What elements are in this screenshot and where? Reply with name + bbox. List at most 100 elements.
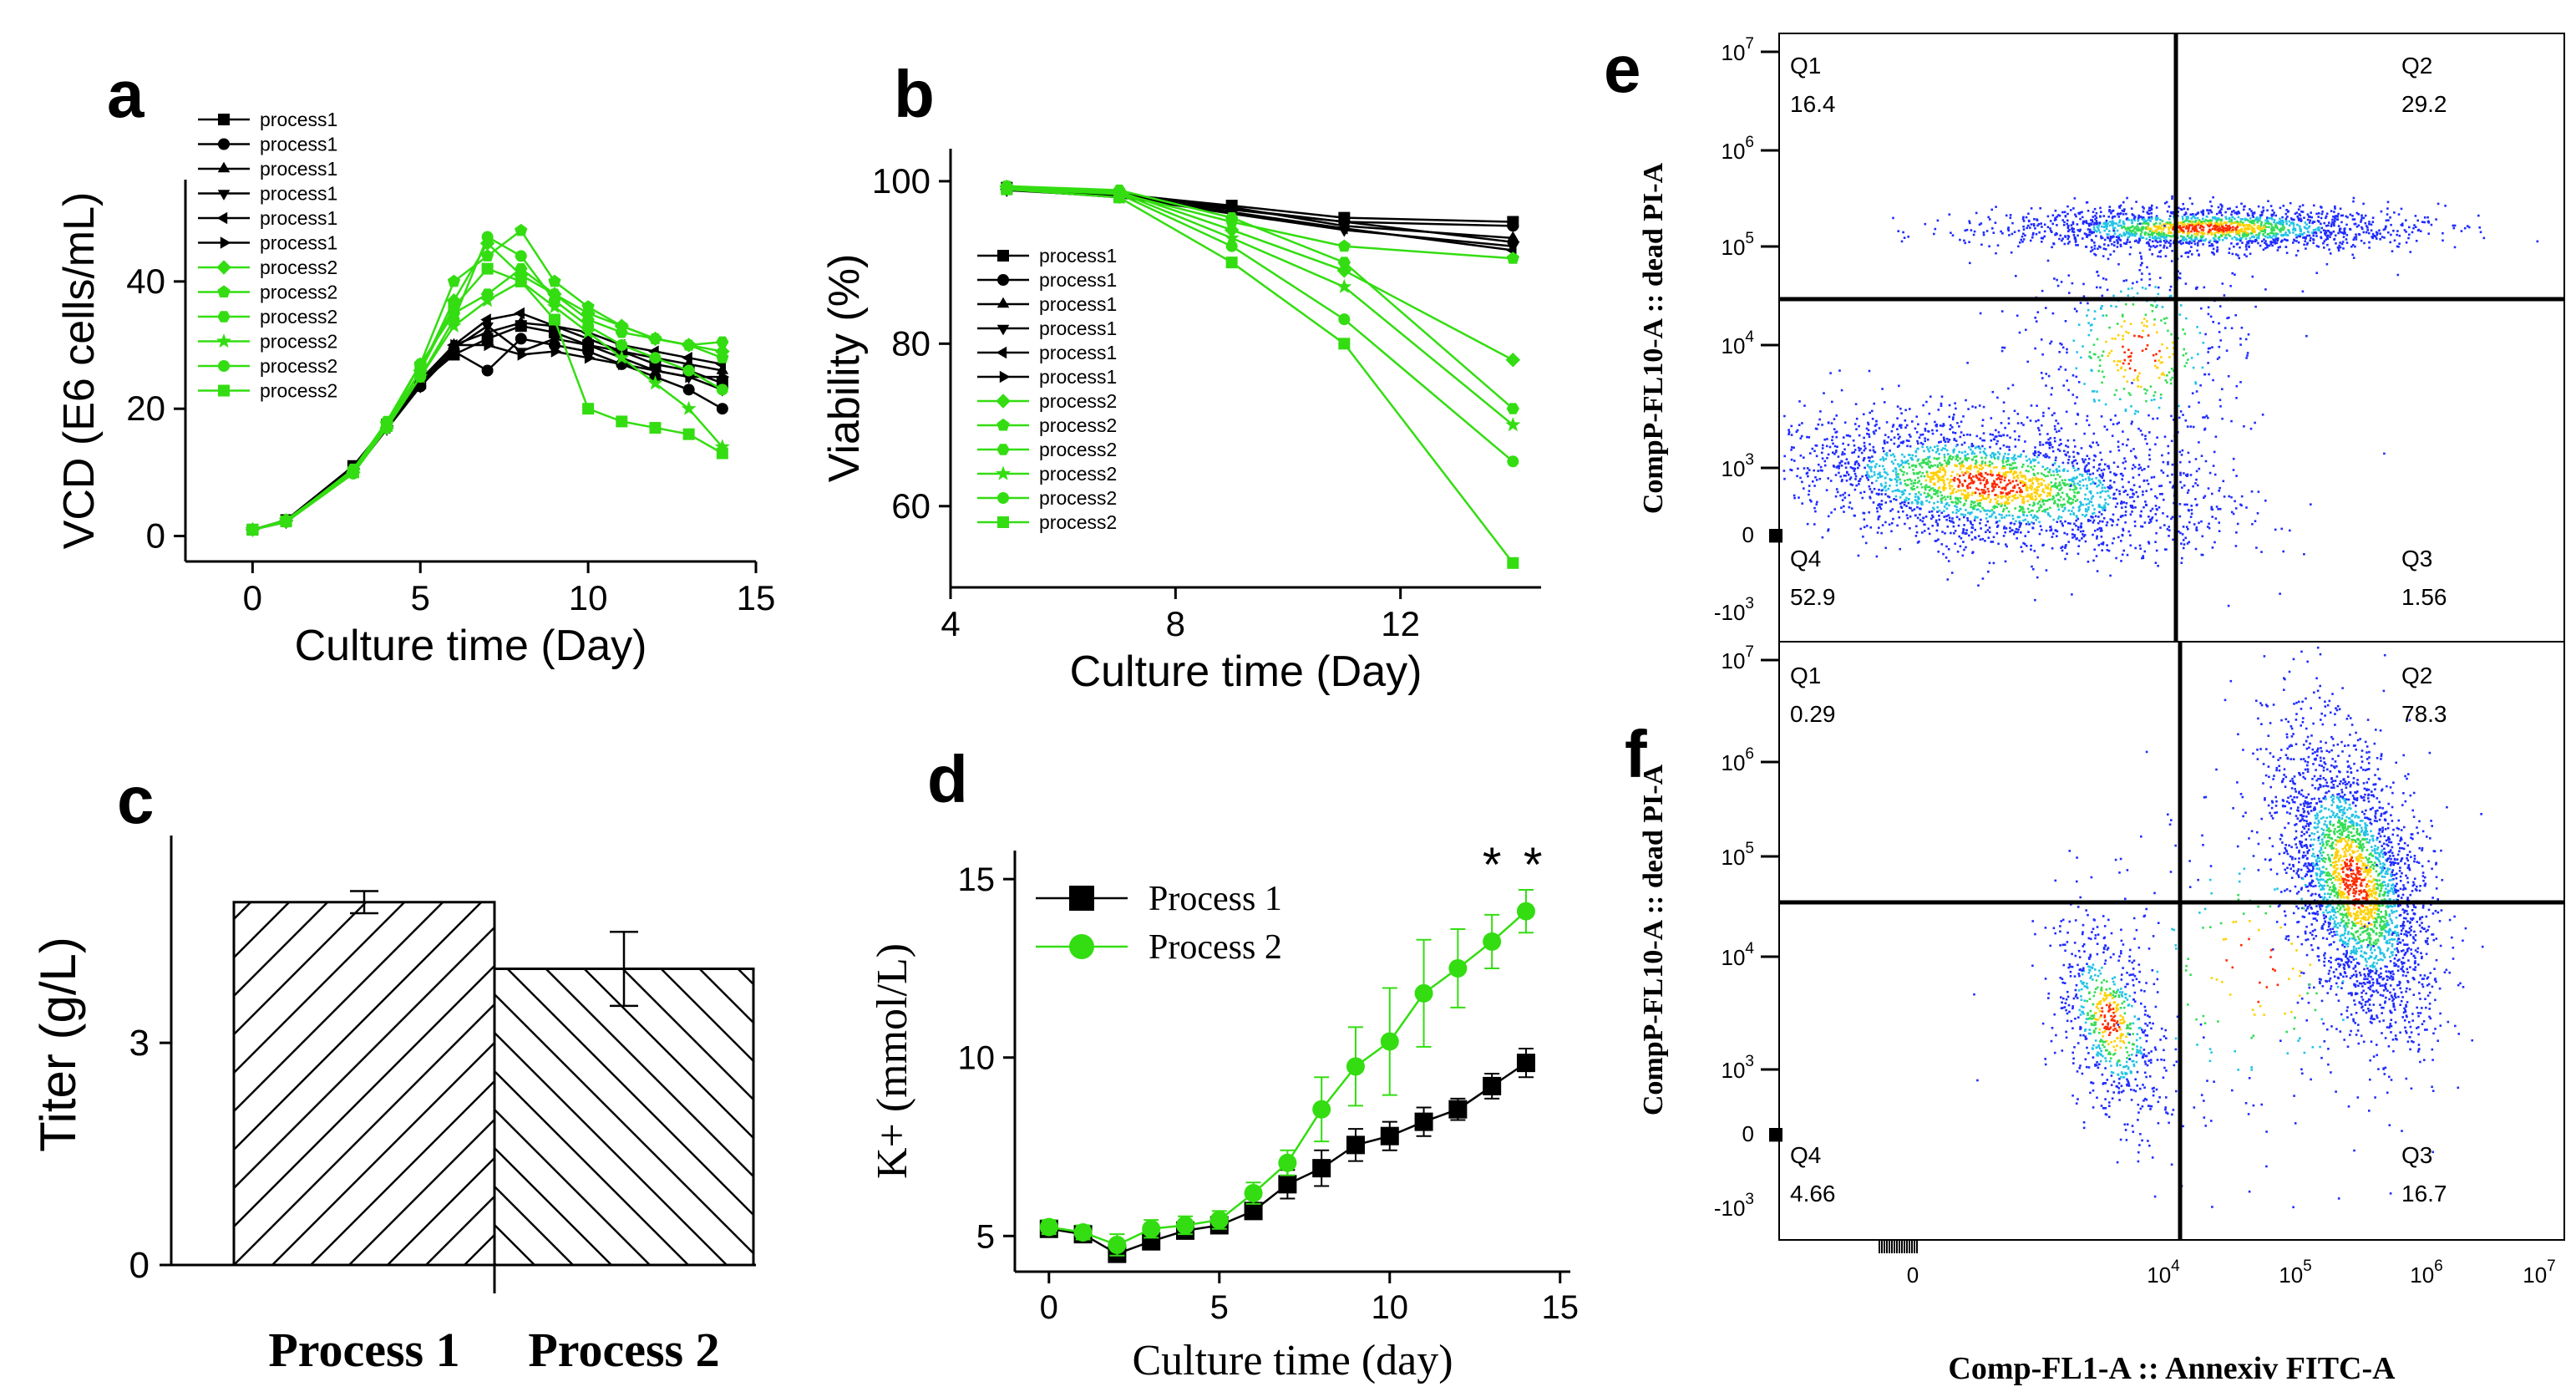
dots-e-event-dot bbox=[2004, 466, 2006, 470]
dots-e-event-dot bbox=[1813, 485, 1816, 487]
dots-e-event-dot bbox=[2107, 490, 2109, 493]
dots-e-event-dot bbox=[2017, 245, 2020, 248]
dots-e-event-dot bbox=[1899, 407, 1902, 410]
dots-e-event-dot bbox=[2153, 359, 2157, 363]
dots-e-event-dot bbox=[1910, 501, 1914, 505]
dots-e-event-dot bbox=[2273, 219, 2276, 221]
dots-e-event-dot bbox=[2058, 237, 2061, 241]
dots-e-event-dot bbox=[2146, 211, 2148, 214]
dots-e-event-dot bbox=[2108, 209, 2111, 211]
dots-e-event-dot bbox=[1838, 465, 1841, 467]
panel-a-y-tick-label: 40 bbox=[126, 262, 165, 301]
dots-e-event-dot bbox=[2002, 409, 2006, 413]
dots-e-event-dot bbox=[2097, 229, 2100, 231]
dots-e-event-dot bbox=[1863, 518, 1866, 521]
dots-e-event-dot bbox=[2208, 228, 2211, 231]
dots-e-event-dot bbox=[2145, 226, 2148, 229]
dots-e-event-dot bbox=[2015, 520, 2017, 523]
dots-e-event-dot bbox=[2352, 196, 2355, 200]
dots-e-event-dot bbox=[2102, 314, 2105, 317]
dots-e-event-dot bbox=[2080, 447, 2083, 450]
dots-e-event-dot bbox=[2002, 510, 2005, 513]
dots-e-event-dot bbox=[1884, 546, 1887, 550]
dots-e-event-dot bbox=[1988, 561, 1991, 565]
dots-e-event-dot bbox=[2277, 246, 2280, 249]
panel-a-legend-label: process1 bbox=[260, 183, 337, 205]
dots-e-event-dot bbox=[2016, 516, 2020, 518]
dots-e-event-dot bbox=[2267, 200, 2269, 202]
dots-e-event-dot bbox=[2149, 510, 2153, 512]
dots-e-event-dot bbox=[1869, 526, 1872, 529]
dots-e-event-dot bbox=[1783, 477, 1786, 480]
panel-a-point-process2 bbox=[479, 292, 495, 307]
dots-e-event-dot bbox=[1924, 516, 1928, 518]
dots-e-event-dot bbox=[2133, 240, 2137, 242]
dots-e-event-dot bbox=[2039, 525, 2042, 528]
dots-e-event-dot bbox=[2151, 240, 2154, 243]
dots-e-event-dot bbox=[2015, 466, 2018, 470]
dots-e-event-dot bbox=[2236, 226, 2239, 228]
dots-e-event-dot bbox=[2107, 503, 2110, 505]
dots-e-event-dot bbox=[2117, 465, 2119, 468]
dots-e-event-dot bbox=[1942, 475, 1945, 479]
dots-e-event-dot bbox=[2129, 544, 2132, 547]
dots-e-event-dot bbox=[2097, 444, 2100, 446]
dots-e-event-dot bbox=[1973, 519, 1976, 522]
panel-a-point-process1 bbox=[682, 357, 695, 368]
dots-e-event-dot bbox=[2285, 209, 2288, 211]
dots-e-event-dot bbox=[2183, 236, 2185, 239]
dots-e-event-dot bbox=[1904, 482, 1907, 485]
dots-e-event-dot bbox=[1891, 425, 1894, 428]
dots-e-event-dot bbox=[2049, 227, 2051, 230]
dots-e-event-dot bbox=[1887, 495, 1889, 498]
dots-e-event-dot bbox=[2181, 533, 2184, 536]
panel-d-point bbox=[1175, 1216, 1194, 1235]
dots-e-event-dot bbox=[2173, 347, 2175, 349]
dots-e-event-dot bbox=[1908, 434, 1911, 436]
dots-e-event-dot bbox=[2063, 211, 2066, 214]
dots-e-event-dot bbox=[1968, 476, 1970, 480]
dots-e-event-dot bbox=[1906, 444, 1909, 448]
dots-e-event-dot bbox=[1921, 459, 1924, 462]
dots-e-event-dot bbox=[1790, 469, 1793, 472]
dots-e-event-dot bbox=[2221, 239, 2224, 241]
dots-e-event-dot bbox=[2102, 277, 2105, 280]
dots-e-event-dot bbox=[1852, 439, 1855, 442]
dots-e-event-dot bbox=[2178, 241, 2181, 244]
dots-e-event-dot bbox=[2054, 482, 2057, 485]
dots-e-event-dot bbox=[2042, 454, 2046, 457]
dots-e-event-dot bbox=[1989, 445, 1991, 449]
dots-e-event-dot bbox=[2264, 240, 2267, 242]
panel-b-legend-marker bbox=[999, 370, 1011, 384]
dots-e-event-dot bbox=[2019, 494, 2021, 496]
dots-e-event-dot bbox=[1977, 508, 1980, 511]
dots-e-event-dot bbox=[1957, 485, 1960, 488]
dots-e-event-dot bbox=[1981, 491, 1985, 494]
dots-e-event-dot bbox=[1990, 541, 1993, 543]
dots-e-event-dot bbox=[2237, 211, 2240, 213]
dots-e-event-dot bbox=[2151, 253, 2153, 256]
dots-e-event-dot bbox=[2045, 569, 2048, 572]
dots-e-event-dot bbox=[2179, 240, 2182, 242]
dots-e-event-dot bbox=[2060, 486, 2063, 490]
dots-e-event-dot bbox=[2023, 500, 2026, 504]
dots-e-event-dot bbox=[2300, 228, 2302, 231]
dots-e-event-dot bbox=[2018, 435, 2021, 438]
dots-e-event-dot bbox=[1977, 478, 1980, 481]
dots-e-event-dot bbox=[1917, 495, 1919, 498]
dots-e-event-dot bbox=[2165, 201, 2168, 204]
dots-e-event-dot bbox=[2090, 492, 2092, 495]
dots-e-event-dot bbox=[2011, 499, 2014, 502]
dots-e-event-dot bbox=[1908, 439, 1910, 442]
dots-e-event-dot bbox=[2244, 219, 2247, 221]
dots-e-event-dot bbox=[2067, 509, 2071, 512]
dots-e-event-dot bbox=[1950, 231, 1952, 234]
dots-e-event-dot bbox=[1975, 487, 1978, 490]
dots-e-event-dot bbox=[2032, 516, 2036, 519]
dots-e-event-dot bbox=[2397, 213, 2401, 216]
dots-e-event-dot bbox=[2231, 252, 2234, 256]
dots-e-event-dot bbox=[2095, 235, 2097, 237]
dots-e-event-dot bbox=[2241, 241, 2244, 244]
dots-e-event-dot bbox=[1936, 448, 1940, 451]
dots-e-event-dot bbox=[2094, 529, 2097, 532]
